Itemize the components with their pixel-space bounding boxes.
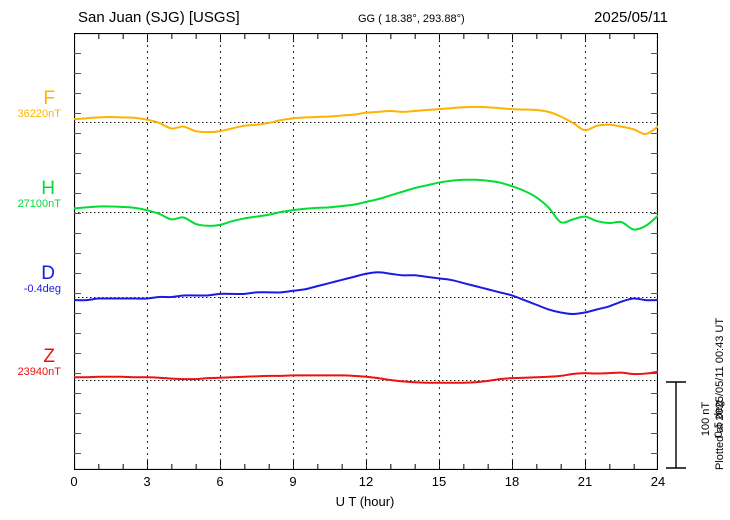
x-tick-label: 24 bbox=[650, 474, 666, 489]
x-tick-label: 12 bbox=[358, 474, 374, 489]
component-baseline-value: 36220nT bbox=[17, 107, 61, 120]
magnetogram-plot bbox=[74, 33, 658, 470]
component-symbol: Z bbox=[43, 346, 55, 367]
component-symbol: F bbox=[43, 88, 55, 109]
plotted-timestamp: Plotted at 2025/05/11 00:43 UT bbox=[714, 317, 726, 470]
trace-f bbox=[74, 105, 658, 135]
chart-canvas bbox=[74, 33, 658, 470]
x-tick-label: 18 bbox=[504, 474, 520, 489]
component-baseline-value: -0.4deg bbox=[23, 282, 61, 295]
component-baseline-value: 27100nT bbox=[17, 197, 61, 210]
component-label-d: D -0.4deg bbox=[0, 264, 69, 295]
x-tick-label: 0 bbox=[70, 474, 78, 489]
x-tick-label: 9 bbox=[289, 474, 297, 489]
x-tick-label: 15 bbox=[431, 474, 447, 489]
x-tick-label: 3 bbox=[143, 474, 151, 489]
scale-bar bbox=[666, 381, 686, 469]
component-symbol: D bbox=[41, 263, 55, 284]
observation-date: 2025/05/11 bbox=[594, 9, 668, 26]
x-axis-title: U T (hour) bbox=[335, 494, 395, 509]
component-baseline-value: 23940nT bbox=[17, 365, 61, 378]
scale-bar-nt: 100 nT bbox=[700, 401, 712, 437]
component-label-f: F 36220nT bbox=[0, 89, 69, 120]
geographic-coordinates: GG ( 18.38°, 293.88°) bbox=[358, 13, 465, 25]
trace-d bbox=[74, 271, 658, 316]
component-label-h: H 27100nT bbox=[0, 179, 69, 210]
station-title: San Juan (SJG) [USGS] bbox=[78, 9, 240, 26]
component-symbol: H bbox=[41, 178, 55, 199]
x-tick-label: 21 bbox=[577, 474, 593, 489]
x-tick-label: 6 bbox=[216, 474, 224, 489]
component-label-z: Z 23940nT bbox=[0, 347, 69, 378]
trace-h bbox=[74, 178, 658, 231]
trace-z bbox=[74, 370, 658, 384]
